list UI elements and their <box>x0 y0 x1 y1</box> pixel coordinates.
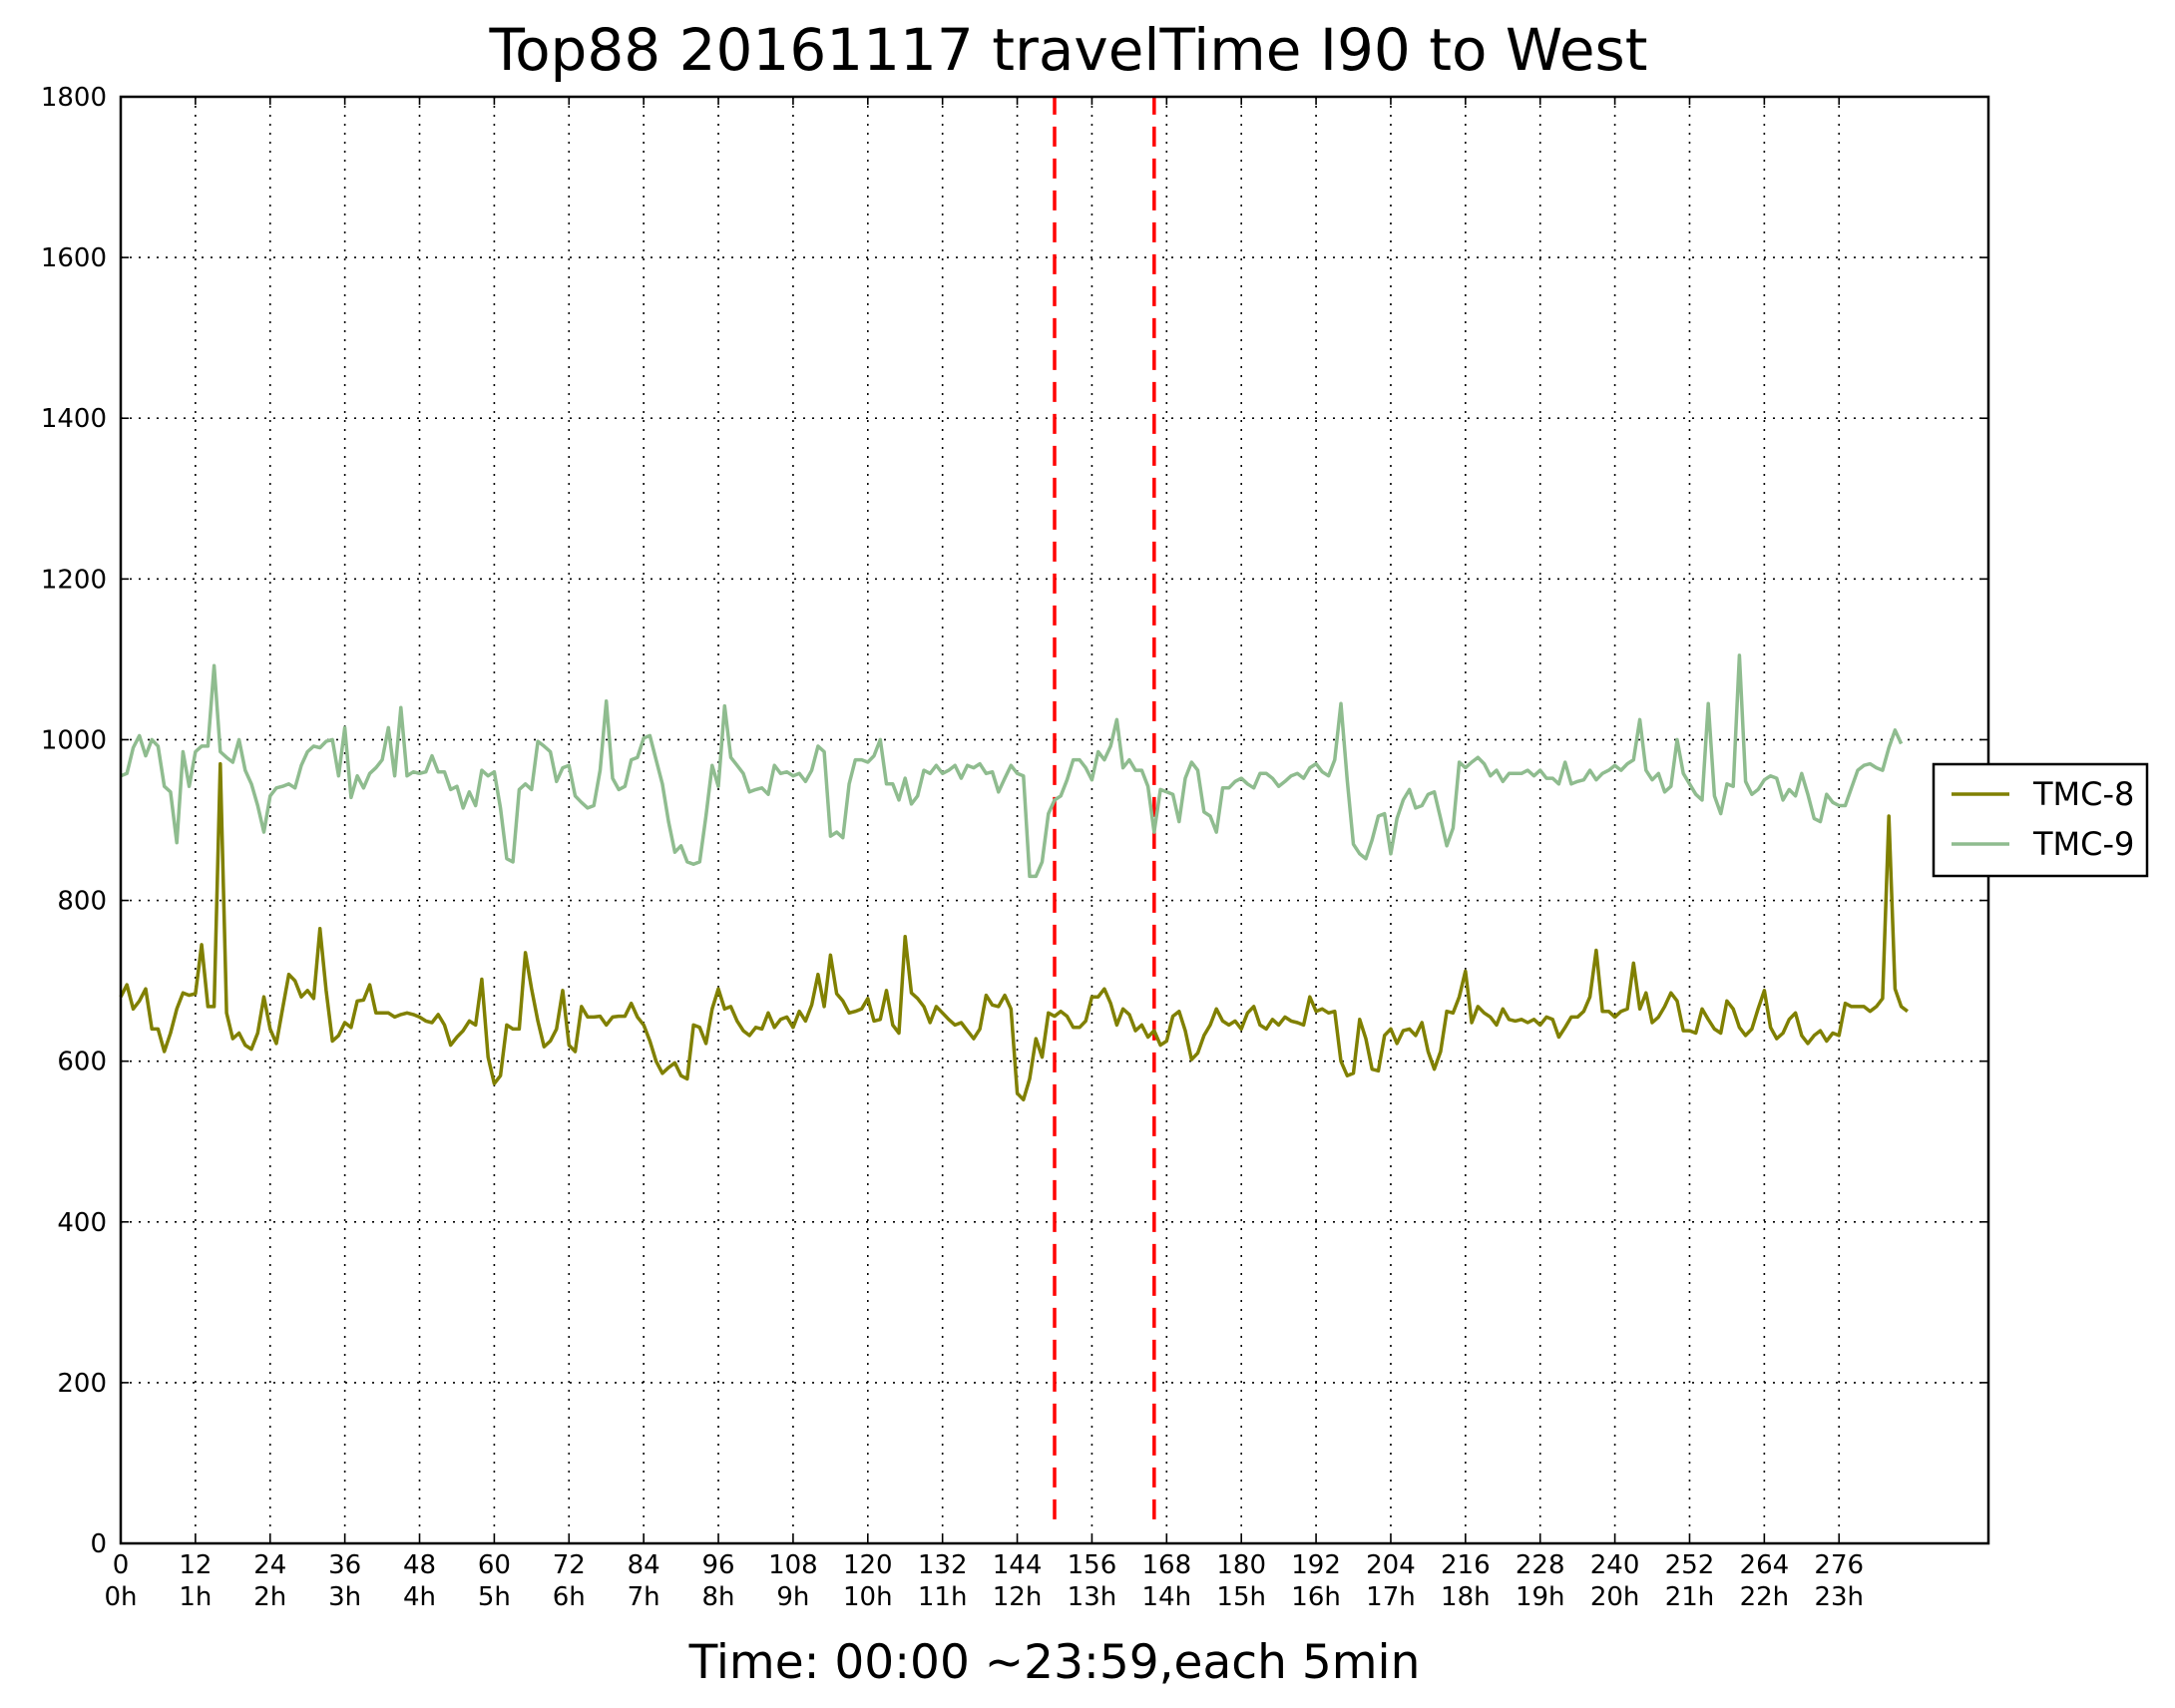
x-tick-label: 228 <box>1516 1550 1565 1580</box>
x-tick-label: 264 <box>1740 1550 1790 1580</box>
y-tick-label: 400 <box>57 1208 107 1238</box>
legend-box <box>1932 762 2149 878</box>
x-tick-hour-label: 3h <box>328 1582 361 1612</box>
legend-label-tmc-8: TMC-8 <box>2032 775 2134 813</box>
x-tick-label: 252 <box>1665 1550 1715 1580</box>
x-tick-label: 60 <box>478 1550 511 1580</box>
x-tick-hour-label: 20h <box>1590 1582 1640 1612</box>
x-tick-label: 48 <box>403 1550 436 1580</box>
x-tick-label: 204 <box>1366 1550 1416 1580</box>
y-tick-label: 600 <box>57 1048 107 1077</box>
y-tick-label: 1200 <box>41 565 107 595</box>
y-tick-label: 1800 <box>41 83 107 113</box>
x-tick-hour-label: 17h <box>1366 1582 1416 1612</box>
y-tick-label: 0 <box>90 1529 107 1559</box>
x-tick-label: 84 <box>628 1550 660 1580</box>
x-tick-label: 36 <box>328 1550 361 1580</box>
x-tick-label: 180 <box>1216 1550 1266 1580</box>
x-tick-hour-label: 9h <box>776 1582 809 1612</box>
x-tick-hour-label: 18h <box>1441 1582 1491 1612</box>
x-tick-label: 192 <box>1291 1550 1341 1580</box>
x-tick-hour-label: 11h <box>918 1582 968 1612</box>
x-tick-hour-label: 1h <box>179 1582 212 1612</box>
y-tick-label: 1000 <box>41 725 107 755</box>
x-tick-label: 144 <box>993 1550 1043 1580</box>
x-tick-label: 132 <box>918 1550 968 1580</box>
x-tick-hour-label: 13h <box>1068 1582 1117 1612</box>
x-tick-hour-label: 0h <box>104 1582 137 1612</box>
x-tick-label: 156 <box>1068 1550 1117 1580</box>
x-tick-hour-label: 4h <box>403 1582 436 1612</box>
x-tick-label: 24 <box>253 1550 286 1580</box>
series-line-tmc-9 <box>120 653 1904 879</box>
x-tick-label: 168 <box>1141 1550 1191 1580</box>
x-tick-hour-label: 12h <box>993 1582 1043 1612</box>
x-tick-hour-label: 23h <box>1814 1582 1864 1612</box>
x-tick-hour-label: 19h <box>1516 1582 1565 1612</box>
series-lines <box>119 653 1909 1102</box>
x-tick-hour-label: 16h <box>1291 1582 1341 1612</box>
y-tick-label: 1600 <box>41 243 107 273</box>
x-axis-label: Time: 00:00 ~23:59,each 5min <box>688 1635 1421 1690</box>
x-tick-label: 120 <box>843 1550 893 1580</box>
x-tick-hour-label: 2h <box>253 1582 286 1612</box>
x-tick-label: 12 <box>179 1550 212 1580</box>
x-tick-label: 96 <box>701 1550 734 1580</box>
x-tick-label: 276 <box>1814 1550 1864 1580</box>
series-line-tmc-8 <box>119 761 1909 1102</box>
x-tick-hour-label: 21h <box>1665 1582 1715 1612</box>
marker-lines <box>1053 97 1156 1519</box>
x-tick-hour-label: 14h <box>1142 1582 1192 1612</box>
x-tick-hour-label: 15h <box>1216 1582 1266 1612</box>
x-tick-label: 240 <box>1590 1550 1640 1580</box>
y-tick-label: 200 <box>57 1369 107 1399</box>
x-tick-label: 72 <box>553 1550 586 1580</box>
x-tick-hour-label: 22h <box>1740 1582 1790 1612</box>
x-tick-label: 108 <box>768 1550 818 1580</box>
x-tick-hour-label: 5h <box>478 1582 511 1612</box>
legend-label-tmc-9: TMC-9 <box>2032 825 2134 863</box>
y-tick-label: 800 <box>57 887 107 917</box>
chart-title: Top88 20161117 travelTime I90 to West <box>489 16 1648 84</box>
legend: TMC-8 TMC-9 <box>1932 762 2149 878</box>
x-tick-hour-label: 10h <box>843 1582 893 1612</box>
y-tick-label: 1400 <box>41 404 107 434</box>
x-tick-hour-label: 7h <box>628 1582 660 1612</box>
y-axis-ticks: 0 200 400 600 800 1000 1200 1400 1600 1800 <box>41 83 1988 1559</box>
x-tick-hour-label: 6h <box>553 1582 586 1612</box>
x-tick-hour-label: 8h <box>702 1582 735 1612</box>
x-tick-label: 216 <box>1441 1550 1491 1580</box>
x-tick-label: 0 <box>113 1550 130 1580</box>
